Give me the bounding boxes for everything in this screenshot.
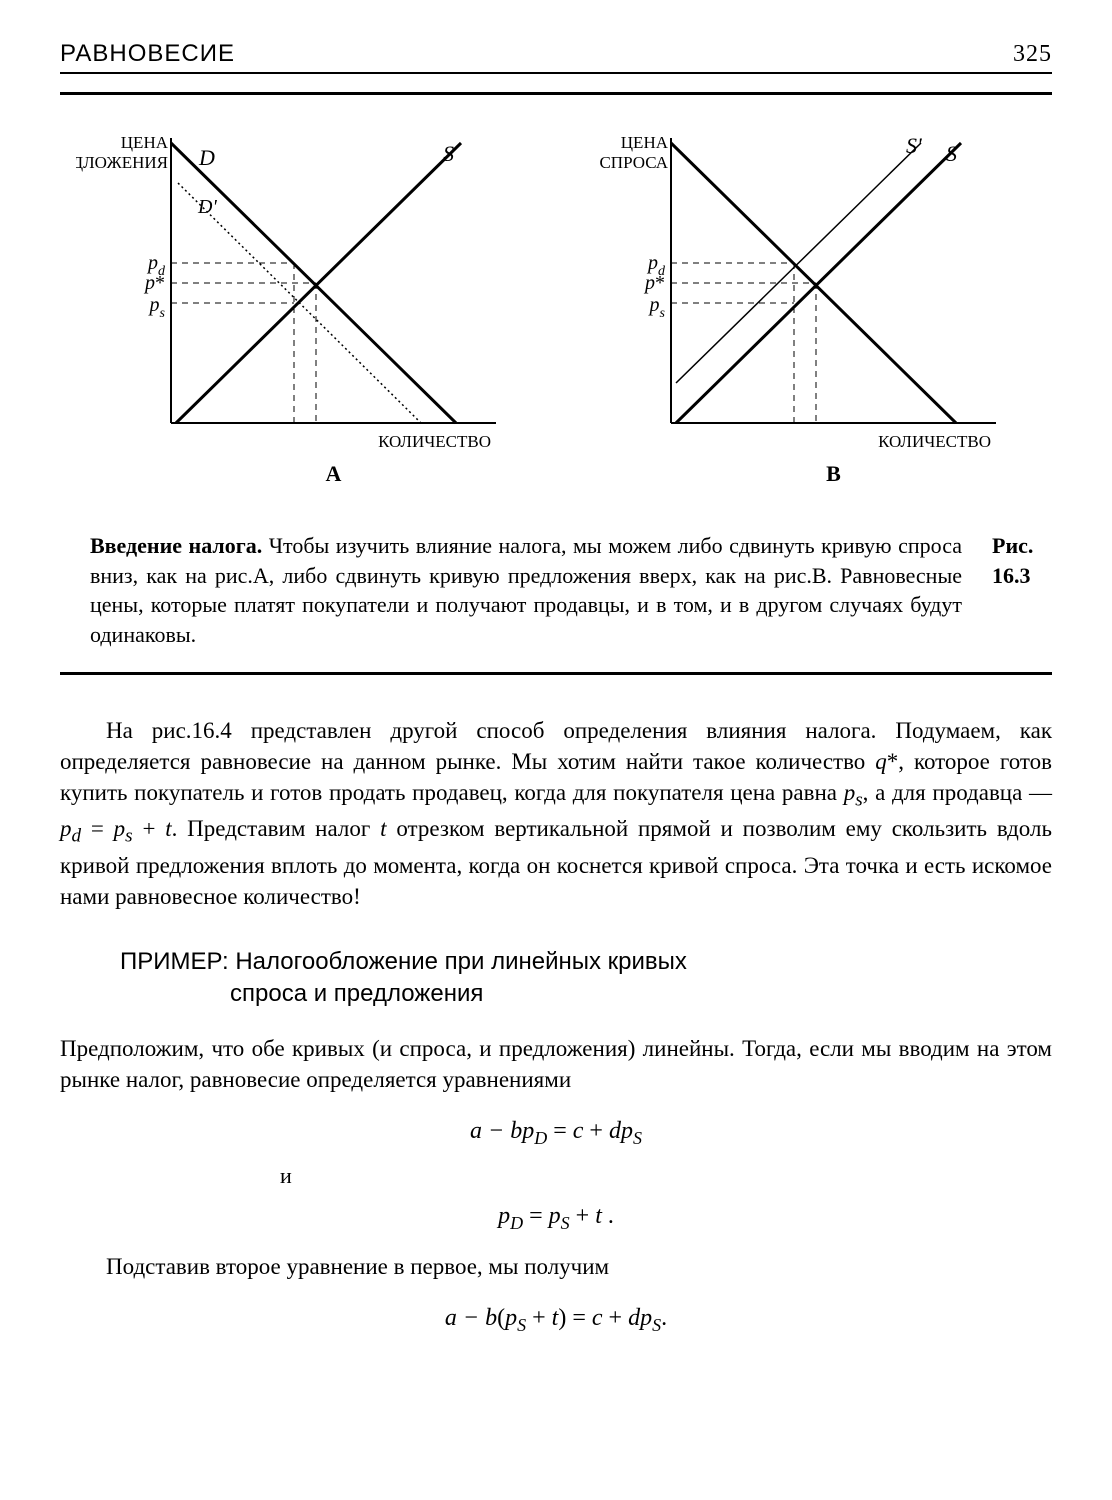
figure-panel-b: ЦЕНАСПРОСАКОЛИЧЕСТВОBSS'pdp*ps: [576, 123, 1036, 503]
svg-text:КОЛИЧЕСТВО: КОЛИЧЕСТВО: [878, 432, 991, 451]
figure-caption-row: Введение налога. Чтобы изучить влияние н…: [60, 531, 1052, 650]
svg-text:B: B: [826, 461, 841, 486]
svg-text:A: A: [326, 461, 342, 486]
svg-text:ПРЕДЛОЖЕНИЯ: ПРЕДЛОЖЕНИЯ: [76, 153, 168, 172]
svg-text:ps: ps: [648, 294, 666, 321]
svg-text:p*: p*: [643, 272, 665, 294]
running-header: РАВНОВЕСИЕ 325: [60, 40, 1052, 68]
caption-lead: Введение налога.: [90, 533, 262, 558]
figure-caption: Введение налога. Чтобы изучить влияние н…: [90, 531, 962, 650]
svg-text:S: S: [946, 141, 957, 166]
equation-1: a − bpD = c + dpS: [60, 1118, 1052, 1149]
figure-panel-a: ЦЕНАПРЕДЛОЖЕНИЯКОЛИЧЕСТВОADD'Spdp*ps: [76, 123, 536, 503]
example-paragraph: Предположим, что обе кривых (и спроса, и…: [60, 1033, 1052, 1095]
svg-text:ЦЕНА: ЦЕНА: [621, 133, 669, 152]
figure-top-rule: [60, 92, 1052, 95]
equation-3: a − b(pS + t) = c + dpS.: [60, 1305, 1052, 1336]
example-heading: ПРИМЕР: Налогообложение при линейных кри…: [120, 946, 1052, 1011]
connector-and: и: [280, 1163, 1052, 1189]
svg-text:СПРОСА: СПРОСА: [599, 153, 668, 172]
body-paragraph-1: На рис.16.4 представлен другой способ оп…: [60, 715, 1052, 912]
svg-text:ЦЕНА: ЦЕНА: [121, 133, 169, 152]
svg-text:S: S: [443, 141, 454, 166]
svg-text:ps: ps: [148, 294, 166, 321]
example-paragraph-2: Подставив второе уравнение в первое, мы …: [60, 1251, 1052, 1282]
figure-bottom-rule: [60, 672, 1052, 675]
svg-text:p*: p*: [143, 272, 165, 294]
svg-text:D: D: [198, 145, 215, 170]
figure-number: Рис. 16.3: [992, 531, 1052, 590]
svg-text:D': D': [197, 196, 217, 218]
equation-2: pD = pS + t .: [60, 1203, 1052, 1234]
svg-text:КОЛИЧЕСТВО: КОЛИЧЕСТВО: [378, 432, 491, 451]
page-number: 325: [1013, 41, 1052, 68]
header-rule: [60, 72, 1052, 74]
figure-16-3: ЦЕНАПРЕДЛОЖЕНИЯКОЛИЧЕСТВОADD'Spdp*ps ЦЕН…: [60, 123, 1052, 503]
svg-text:S': S': [906, 133, 922, 158]
page: РАВНОВЕСИЕ 325 ЦЕНАПРЕДЛОЖЕНИЯКОЛИЧЕСТВО…: [0, 0, 1112, 1500]
section-title: РАВНОВЕСИЕ: [60, 40, 235, 68]
